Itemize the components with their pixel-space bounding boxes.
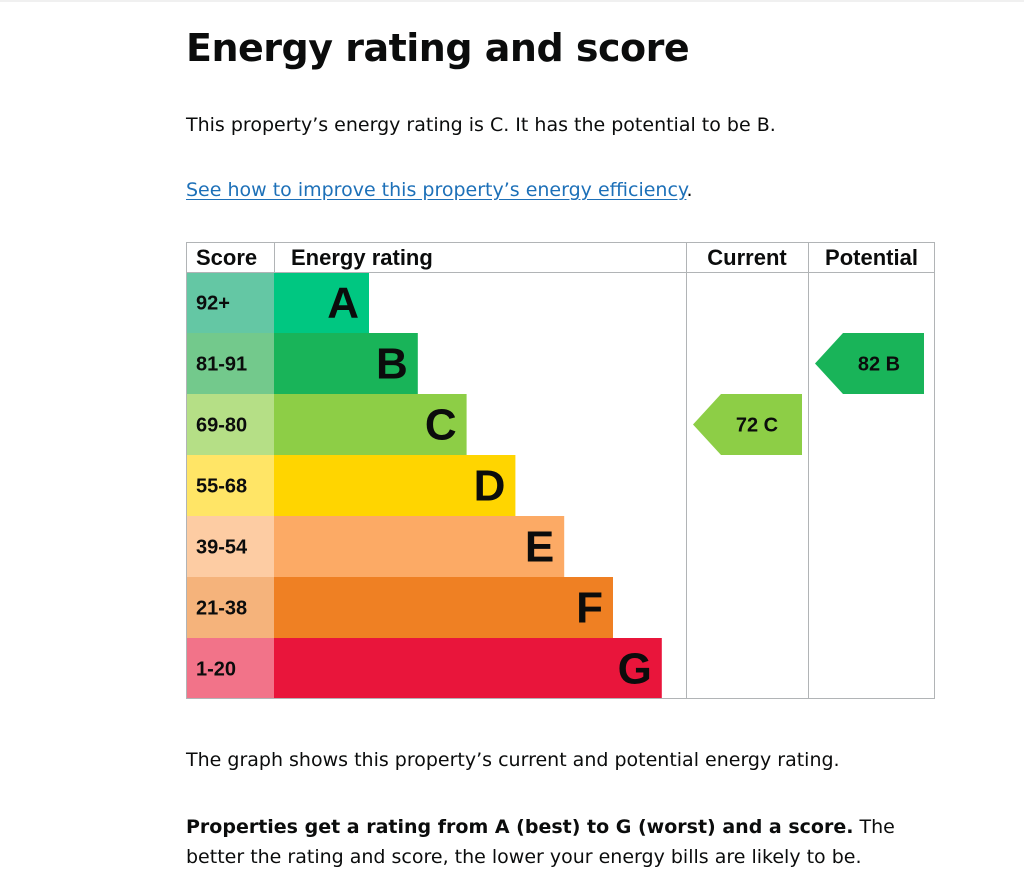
rating-letter: A — [327, 279, 359, 328]
rating-letter: E — [525, 523, 554, 572]
score-range-label: 55-68 — [196, 476, 247, 498]
score-range-label: 69-80 — [196, 415, 247, 437]
score-header: Score — [196, 245, 257, 270]
score-cell-e — [186, 516, 274, 577]
score-cell-b — [186, 333, 274, 394]
rating-explanation-rest: The better the rating and score, the low… — [186, 816, 895, 868]
energy-rating-header: Energy rating — [291, 245, 433, 270]
improve-link-row: See how to improve this property’s energ… — [186, 175, 693, 205]
page-title: Energy rating and score — [186, 26, 690, 70]
rating-bar-a — [274, 272, 369, 333]
score-range-label: 92+ — [196, 293, 230, 315]
chart-caption: The graph shows this property’s current … — [186, 749, 840, 771]
rating-bar-c — [274, 394, 467, 455]
score-range-label: 21-38 — [196, 598, 247, 620]
score-cell-f — [186, 577, 274, 638]
rating-bar-g — [274, 638, 662, 699]
rating-summary: This property’s energy rating is C. It h… — [186, 114, 776, 136]
score-range-label: 81-91 — [196, 354, 247, 376]
rating-explanation-bold: Properties get a rating from A (best) to… — [186, 816, 854, 838]
rating-bar-b — [274, 333, 418, 394]
rating-bar-e — [274, 516, 565, 577]
score-range-label: 1-20 — [196, 659, 236, 681]
potential-header: Potential — [825, 245, 918, 270]
potential-rating-label: 82 B — [858, 354, 900, 376]
score-range-label: 39-54 — [196, 537, 248, 559]
rating-letter: D — [474, 462, 506, 511]
score-cell-g — [186, 638, 274, 699]
rating-bar-f — [274, 577, 613, 638]
potential-rating-arrow — [815, 333, 924, 394]
rating-explanation: Properties get a rating from A (best) to… — [186, 812, 946, 872]
score-cell-d — [186, 455, 274, 516]
chart-border — [186, 242, 935, 699]
current-header: Current — [707, 245, 787, 270]
improve-efficiency-link[interactable]: See how to improve this property’s energ… — [186, 179, 687, 201]
rating-letter: B — [376, 340, 408, 389]
current-rating-label: 72 C — [736, 415, 778, 437]
score-cell-c — [186, 394, 274, 455]
rating-letter: F — [576, 584, 603, 633]
rating-letter: C — [425, 401, 457, 450]
current-rating-arrow — [693, 394, 802, 455]
rating-letter: G — [618, 645, 652, 694]
rating-bar-d — [274, 455, 516, 516]
link-full-stop: . — [686, 179, 693, 201]
score-cell-a — [186, 272, 274, 333]
top-divider — [0, 0, 1024, 2]
